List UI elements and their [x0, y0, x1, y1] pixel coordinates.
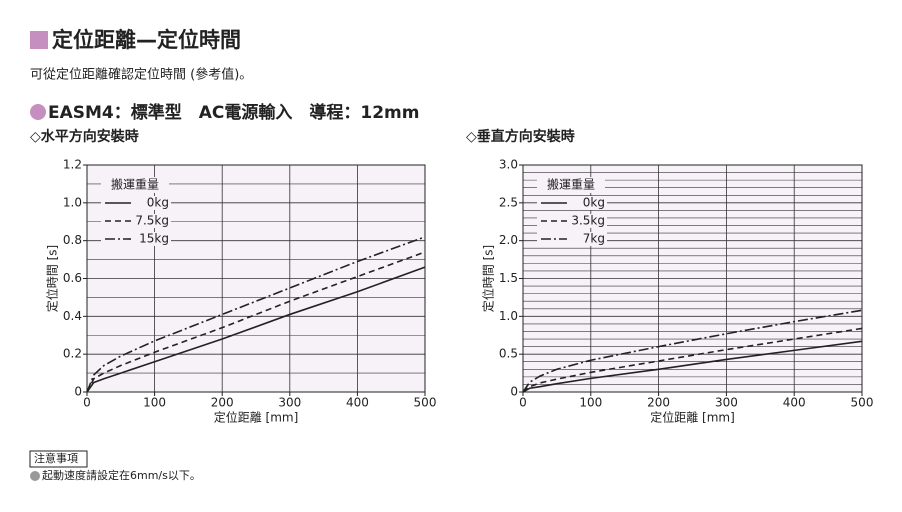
x-axis-label: 定位距離 [mm]	[214, 410, 299, 425]
series-line	[522, 327, 863, 393]
chart-title: ◇垂直方向安裝時	[466, 128, 575, 145]
section-title: EASM4：標準型 AC電源輸入 導程：12mm	[48, 102, 419, 123]
legend-label: 7kg	[583, 232, 605, 246]
y-tick-label: 1.2	[63, 158, 82, 172]
legend-title: 搬運重量	[547, 177, 595, 192]
x-tick-label: 300	[278, 396, 301, 410]
series-line	[86, 236, 426, 393]
title-square	[30, 31, 48, 49]
y-tick-label: 2.5	[499, 195, 518, 209]
series-line	[86, 251, 426, 393]
x-tick-label: 100	[143, 396, 166, 410]
section-bullet	[30, 104, 46, 120]
y-tick-label: 0	[74, 385, 82, 399]
note-bullet	[30, 471, 40, 481]
legend-label: 15kg	[139, 232, 169, 246]
notes-heading: 注意事項	[34, 451, 78, 465]
plot-frame	[522, 164, 863, 393]
series-line	[522, 309, 863, 393]
legend-title: 搬運重量	[111, 177, 159, 192]
note-text: 起動速度請設定在6mm/s以下。	[42, 468, 201, 482]
y-axis-label: 定位時間 [s]	[45, 245, 60, 312]
y-tick-label: 0.8	[63, 233, 82, 247]
plot-frame	[86, 164, 426, 393]
x-tick-label: 200	[211, 396, 234, 410]
legend-background	[101, 214, 171, 228]
y-tick-label: 1.0	[63, 195, 82, 209]
y-tick-label: 3.0	[499, 158, 518, 172]
legend-label: 0kg	[147, 196, 169, 210]
x-axis-label: 定位距離 [mm]	[650, 410, 735, 425]
y-axis-label: 定位時間 [s]	[481, 245, 496, 312]
y-tick-label: 0.4	[63, 309, 82, 323]
x-tick-label: 0	[83, 396, 91, 410]
y-tick-label: 0.2	[63, 347, 82, 361]
chart-title: ◇水平方向安裝時	[30, 128, 139, 145]
y-tick-label: 0	[510, 385, 518, 399]
x-tick-label: 500	[414, 396, 437, 410]
x-tick-label: 200	[647, 396, 670, 410]
y-tick-label: 0.6	[63, 271, 82, 285]
x-tick-label: 300	[715, 396, 738, 410]
legend-background	[537, 232, 607, 246]
series-line	[86, 266, 426, 393]
x-tick-label: 0	[519, 396, 527, 410]
legend-background	[537, 196, 607, 210]
legend-background	[537, 177, 605, 193]
legend-background	[537, 214, 607, 228]
legend-background	[101, 177, 169, 193]
legend-label: 7.5kg	[135, 214, 169, 228]
page-title: 定位距離—定位時間	[52, 28, 241, 52]
x-tick-label: 100	[579, 396, 602, 410]
x-tick-label: 400	[783, 396, 806, 410]
y-tick-label: 1.0	[499, 309, 518, 323]
legend-label: 0kg	[583, 196, 605, 210]
legend-label: 3.5kg	[571, 214, 605, 228]
y-tick-label: 0.5	[499, 347, 518, 361]
page-subtitle: 可從定位距離確認定位時間 (參考值)。	[30, 67, 252, 83]
notes-box	[29, 450, 88, 468]
y-tick-label: 2.0	[499, 233, 518, 247]
y-tick-label: 1.5	[499, 271, 518, 285]
x-tick-label: 400	[346, 396, 369, 410]
legend-background	[101, 232, 171, 246]
x-tick-label: 500	[851, 396, 874, 410]
series-line	[522, 340, 863, 393]
legend-background	[101, 196, 171, 210]
